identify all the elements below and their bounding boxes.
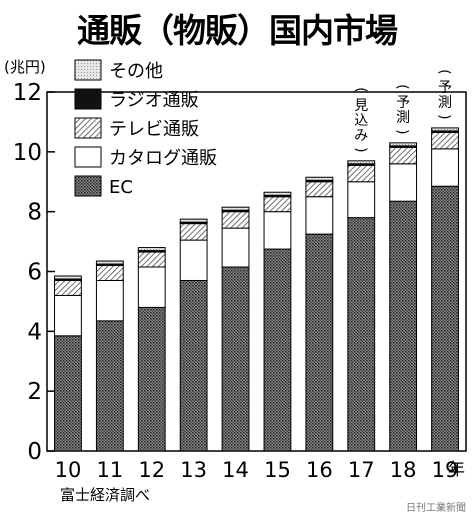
legend-label: テレビ通販 <box>109 119 199 140</box>
bar-note-char: 見 <box>354 98 368 114</box>
legend-swatch <box>74 117 102 139</box>
x-tick-label: 14 <box>222 458 249 482</box>
y-tick-label: 8 <box>27 200 42 226</box>
x-tick-label: 13 <box>180 458 207 482</box>
x-tick-label: 18 <box>390 458 417 482</box>
bar-note-char: ( <box>394 84 410 89</box>
bar-segment <box>137 251 166 268</box>
y-tick-label: 12 <box>13 80 42 106</box>
source-note: 富士経済調べ <box>60 486 150 504</box>
bar-note-char: 測 <box>438 95 452 111</box>
bar-segment <box>347 160 376 165</box>
bar-segment <box>137 247 166 252</box>
bar-segment <box>54 335 82 452</box>
bar-segment <box>95 320 124 452</box>
bar-segment <box>54 275 82 280</box>
y-tick-label: 6 <box>27 260 42 286</box>
legend-swatch <box>74 88 102 110</box>
legend-label: ラジオ通販 <box>109 90 199 111</box>
x-tick-label: 12 <box>138 458 165 482</box>
bar-note-char: 予 <box>438 80 452 96</box>
bar-note-char: 込 <box>354 113 368 129</box>
bar-segment <box>389 163 418 202</box>
bar-segment <box>347 217 376 452</box>
bar-note-char: ) <box>394 129 410 134</box>
bar-segment <box>431 148 459 187</box>
y-axis-unit: (兆円) <box>4 58 46 76</box>
x-tick-label: 15 <box>264 458 291 482</box>
bar-segment <box>54 279 82 296</box>
bar-note-char: ( <box>436 69 452 74</box>
bar-segment <box>431 131 459 150</box>
bar-segment <box>179 239 208 281</box>
bar-segment <box>179 223 208 241</box>
bar-note-char: ) <box>352 147 368 152</box>
bar-note-char: ) <box>436 114 452 119</box>
bar-segment <box>95 279 124 322</box>
bar-segment <box>263 211 292 250</box>
y-tick-label: 10 <box>13 140 42 166</box>
legend-swatch <box>74 175 102 197</box>
bar-segment <box>347 181 376 219</box>
bar-segment <box>95 265 124 281</box>
bar-segment <box>221 266 250 452</box>
y-tick-label: 0 <box>27 439 42 465</box>
bar-segment <box>347 164 376 183</box>
bar-segment <box>389 142 418 147</box>
x-tick-label: 17 <box>348 458 375 482</box>
bar-note-char: ( <box>352 87 368 92</box>
x-axis-suffix: 年 <box>448 460 465 480</box>
bar-segment <box>179 279 208 452</box>
x-tick-label: 11 <box>96 458 123 482</box>
y-tick-label: 4 <box>27 319 42 345</box>
bar-segment <box>305 233 334 452</box>
chart-title: 通販（物販）国内市場 <box>77 11 398 50</box>
legend-swatch <box>74 146 102 168</box>
bar-segment <box>179 218 208 223</box>
x-tick-label: 16 <box>306 458 333 482</box>
bar-segment <box>54 294 82 337</box>
bar-segment <box>221 211 250 229</box>
bar-segment <box>389 146 418 165</box>
legend-label: カタログ通販 <box>109 148 217 169</box>
legend-label: その他 <box>109 61 163 82</box>
x-tick-label: 10 <box>55 458 82 482</box>
bar-segment <box>137 306 166 452</box>
bar-note-char: 予 <box>396 95 410 111</box>
bar-segment <box>305 196 334 235</box>
bar-segment <box>137 266 166 308</box>
bar-segment <box>263 191 292 196</box>
bar-segment <box>263 196 292 213</box>
bar-segment <box>305 176 334 181</box>
credit-text: 日刊工業新聞 <box>406 503 466 514</box>
bar-segment <box>389 200 418 452</box>
bar-note-char: み <box>354 128 368 144</box>
x-tick-label: 19 <box>432 458 459 482</box>
bar-segment <box>263 248 292 452</box>
bar-segment <box>305 181 334 198</box>
bar-segment <box>431 127 459 132</box>
legend-swatch <box>74 59 102 81</box>
y-tick-label: 2 <box>27 379 42 405</box>
bar-segment <box>221 206 250 211</box>
bar-segment <box>95 260 124 265</box>
legend-label: EC <box>109 177 133 198</box>
bar-segment <box>221 227 250 268</box>
bar-note-char: 測 <box>396 110 410 126</box>
bar-segment <box>431 185 459 452</box>
